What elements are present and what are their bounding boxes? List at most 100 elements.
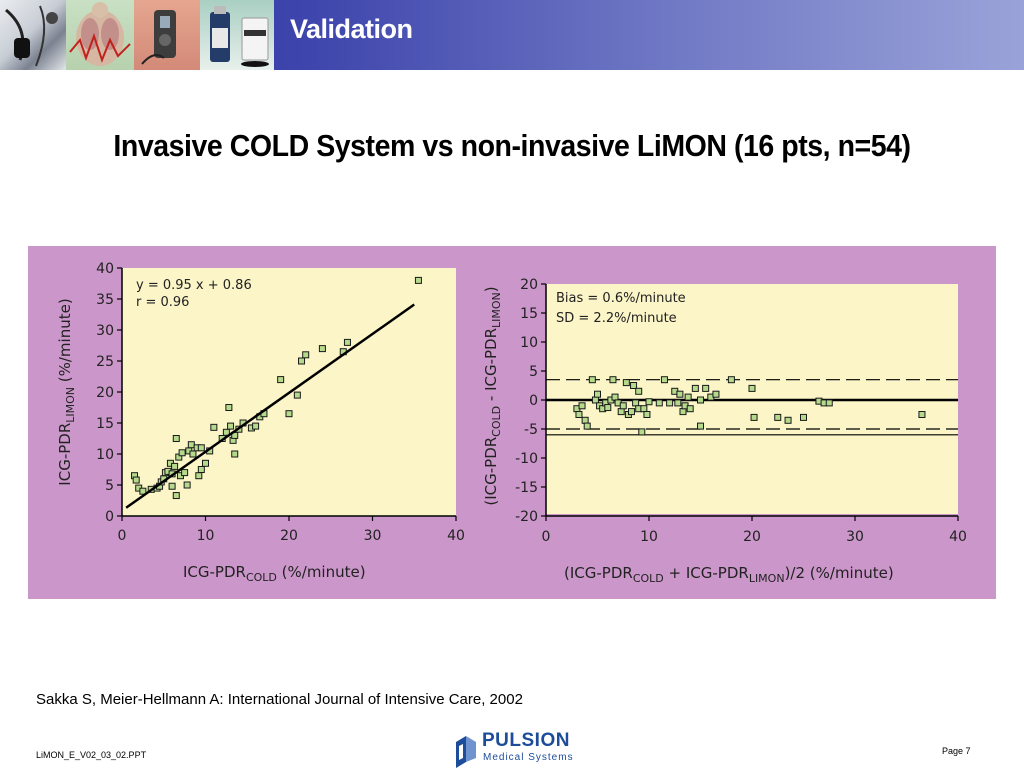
x-axis-label-left: ICG-PDRCOLD (%/minute) [183, 563, 366, 584]
x-tick-label-right: 30 [846, 529, 864, 545]
anatomy-photo [66, 0, 134, 70]
annotation-correlation: r = 0.96 [136, 295, 189, 310]
data-point-right [635, 387, 643, 395]
data-point-left [183, 481, 191, 489]
logo-name: PULSION [482, 730, 570, 751]
data-point-right [686, 405, 694, 413]
y-tick-label-left: 0 [105, 509, 114, 525]
data-point-left [181, 469, 189, 477]
y-tick-label-left: 15 [96, 416, 114, 432]
data-point-left [172, 492, 180, 500]
data-point-right [674, 399, 682, 407]
section-title: Validation [290, 14, 413, 44]
data-point-left [318, 345, 326, 353]
data-point-right [583, 422, 591, 430]
x-tick-label-left: 0 [118, 528, 127, 544]
y-tick-label-right: 5 [529, 364, 538, 380]
data-point-right [619, 402, 627, 410]
x-tick-label-left: 40 [447, 528, 465, 544]
data-point-right [632, 399, 640, 407]
data-point-left [222, 428, 230, 436]
data-point-right [609, 376, 617, 384]
annotation-equation: y = 0.95 x + 0.86 [136, 278, 252, 293]
citation: Sakka S, Meier-Hellmann A: International… [36, 691, 523, 708]
pulsion-logo: PULSION Medical Systems [452, 728, 582, 768]
data-point-right [645, 398, 653, 406]
data-point-right [784, 416, 792, 424]
y-tick-label-left: 10 [96, 447, 114, 463]
data-point-right [575, 411, 583, 418]
y-tick-label-right: -5 [524, 422, 538, 438]
y-tick-label-right: -10 [515, 451, 538, 467]
pulsion-logo-icon [456, 736, 476, 768]
charts-svg: 0 5 10 15 20 25 30 35 40 0 10 20 30 40 y = 0.95 x + 0… [56, 261, 967, 585]
data-point-right [800, 413, 807, 421]
y-axis-label-right: (ICG-PDRCOLD - ICG-PDRLIMON) [482, 286, 503, 505]
x-tick-label-right: 40 [949, 529, 967, 545]
file-name: LiMON_E_V02_03_02.PPT [36, 750, 147, 760]
x-tick-label-right: 20 [743, 529, 761, 545]
data-point-left [195, 472, 203, 480]
data-point-right [697, 396, 704, 404]
data-point-left [202, 459, 209, 467]
data-point-right [748, 384, 756, 392]
device-photo [134, 0, 200, 70]
data-point-left [189, 450, 197, 458]
data-point-right [697, 422, 704, 430]
regression-line [125, 303, 415, 509]
scatter-chart: 0 5 10 15 20 25 30 35 40 0 10 20 30 40 y = 0.95 x + 0… [56, 261, 465, 584]
vial-photo [200, 0, 274, 70]
data-point-right [660, 376, 668, 384]
data-point-right [578, 402, 586, 410]
data-point-left [187, 441, 195, 449]
logo-subtitle: Medical Systems [483, 752, 574, 763]
data-point-right [666, 399, 674, 407]
y-tick-label-left: 25 [96, 354, 114, 370]
chart-panel: 0 5 10 15 20 25 30 35 40 0 10 20 30 40 y = 0.95 x + 0… [28, 246, 996, 599]
data-point-right [581, 416, 589, 424]
slide-title: Invasive COLD System vs non-invasive LiM… [113, 128, 911, 163]
data-point-left [168, 482, 176, 490]
data-point-left [225, 404, 233, 411]
y-tick-label-right: 0 [529, 393, 538, 409]
anatomy-icon [69, 2, 131, 66]
data-point-right [825, 399, 833, 407]
data-point-left [252, 422, 260, 430]
page-number: Page 7 [942, 746, 971, 756]
x-tick-label-right: 0 [542, 529, 551, 545]
data-point-left [178, 449, 186, 457]
data-point-left [298, 357, 306, 365]
data-point-left [172, 435, 180, 442]
x-tick-label-left: 30 [364, 528, 382, 544]
data-point-left [414, 276, 422, 284]
data-point-right [655, 399, 663, 407]
y-tick-label-left: 30 [96, 323, 114, 339]
data-point-right [622, 379, 630, 387]
x-tick-label-left: 20 [280, 528, 298, 544]
y-tick-label-left: 35 [96, 292, 114, 308]
data-point-right [691, 384, 699, 392]
x-tick-label-left: 10 [197, 528, 215, 544]
y-tick-label-right: -15 [515, 480, 538, 496]
sensor-cable-icon [5, 5, 58, 67]
data-point-right [676, 390, 684, 398]
data-point-right [727, 376, 735, 384]
device-icon [141, 10, 176, 65]
x-tick-label-right: 10 [640, 529, 658, 545]
data-point-right [638, 428, 646, 436]
slide-header: Validation [0, 0, 1024, 70]
data-point-left [285, 410, 293, 418]
data-point-right [627, 408, 635, 416]
data-point-right [591, 396, 599, 404]
header-photo-strip [0, 0, 274, 70]
sensor-cable-photo [0, 0, 66, 70]
data-point-left [197, 466, 205, 473]
data-point-left [343, 338, 351, 346]
data-point-right [617, 408, 625, 416]
data-point-left [197, 444, 205, 452]
y-tick-label-right: 15 [520, 306, 538, 322]
vial-icon [210, 6, 269, 67]
y-axis-label-left: ICG-PDRLIMON (%/minute) [56, 298, 77, 485]
y-tick-label-left: 40 [96, 261, 114, 277]
